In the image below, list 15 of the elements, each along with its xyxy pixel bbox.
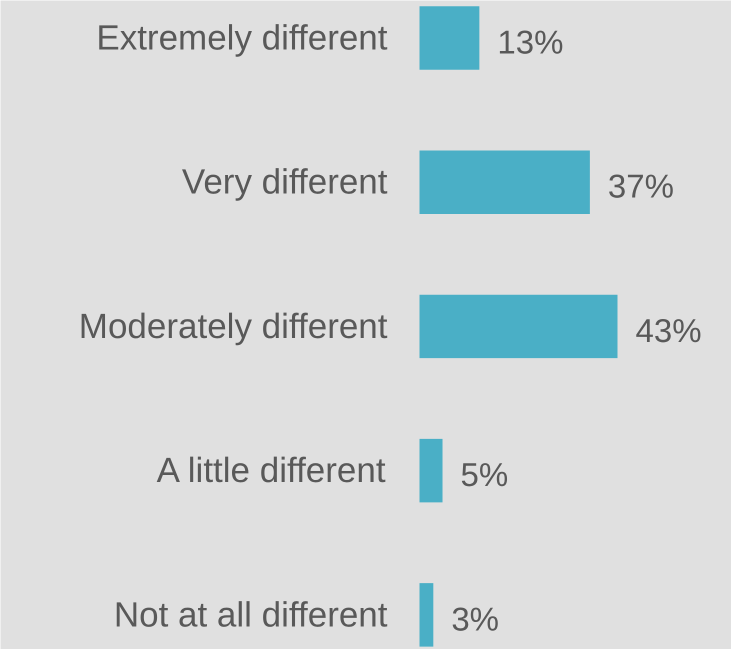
y-tick-label: Moderately different	[78, 306, 388, 346]
y-tick-label: Very different	[182, 162, 388, 202]
data-label: 3%	[451, 600, 500, 638]
bar	[420, 438, 443, 502]
bar	[420, 6, 480, 70]
data-label: 5%	[460, 456, 508, 494]
y-tick-label: Not at all different	[114, 595, 388, 634]
y-tick-label: A little different	[156, 451, 386, 490]
bar	[420, 294, 618, 358]
data-label: 37%	[608, 168, 674, 205]
data-label: 13%	[497, 24, 564, 60]
bar	[420, 583, 434, 647]
y-tick-label: Extremely different	[96, 18, 388, 58]
bar	[420, 150, 590, 214]
data-label: 43%	[636, 312, 702, 349]
